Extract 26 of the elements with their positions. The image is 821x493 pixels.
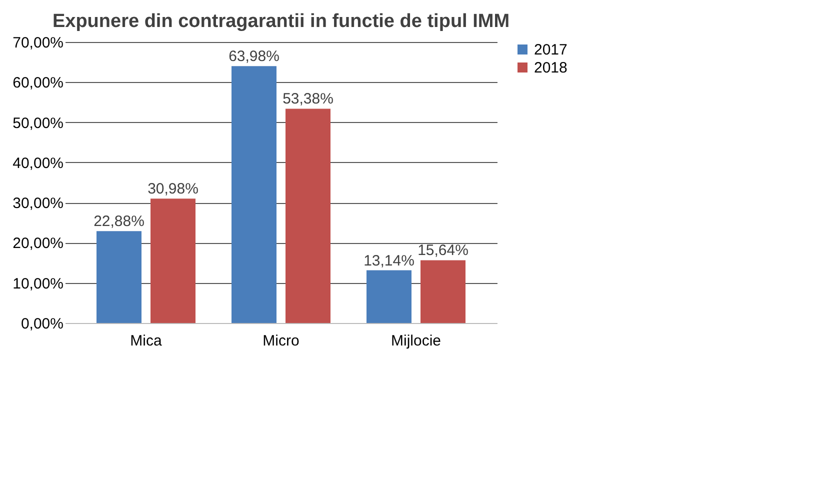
legend-label: 2018 [534,60,568,76]
y-tick-label: 0,00% [20,316,64,332]
data-label: 53,38% [282,90,334,108]
data-label: 63,98% [228,48,280,66]
bar [150,198,196,323]
data-label: 13,14% [364,252,414,270]
y-tick-label: 70,00% [12,34,64,52]
y-tick-label: 50,00% [12,114,64,132]
data-label: 15,64% [418,242,468,260]
data-label: 30,98% [148,180,198,198]
y-tick-label: 40,00% [12,154,64,172]
bar [232,66,276,323]
data-label: 22,88% [94,213,144,230]
bar [420,260,466,323]
bar [286,108,330,323]
x-tick-label: Micro [262,332,300,350]
bar [96,231,142,323]
legend-label: 2017 [534,42,568,58]
bar [366,270,412,323]
x-tick-label: Mica [130,332,162,350]
y-tick-label: 20,00% [12,235,64,252]
chart-title: Expunere din contragarantii in functie de tipul IMM [52,11,510,32]
y-tick-label: 30,00% [12,195,64,212]
x-tick-label: Mijlocie [390,332,442,350]
y-tick-label: 60,00% [12,74,64,92]
y-tick-label: 10,00% [12,275,64,292]
